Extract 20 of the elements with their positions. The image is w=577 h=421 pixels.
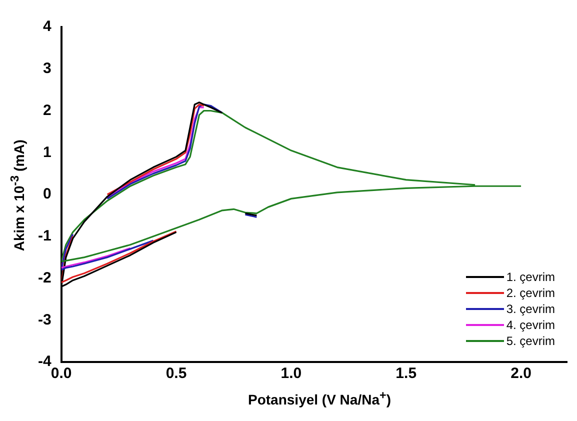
y-tick-label: -3 bbox=[38, 311, 52, 328]
y-tick-label: -2 bbox=[38, 269, 52, 286]
legend-label: 3. çevrim bbox=[506, 302, 555, 316]
y-tick-label: 4 bbox=[42, 18, 52, 36]
y-tick-label: -4 bbox=[38, 353, 52, 370]
y-tick-label: -1 bbox=[38, 228, 52, 245]
x-tick-label: 0.5 bbox=[166, 365, 187, 382]
x-tick-label: 1.0 bbox=[280, 365, 302, 382]
x-tick-label: 1.5 bbox=[396, 365, 417, 382]
y-tick-label: 2 bbox=[42, 102, 52, 119]
y-tick-label: 1 bbox=[42, 144, 52, 161]
x-axis-title: Potansiyel (V Na/Na$^{+}$) bbox=[247, 389, 392, 408]
legend-label: 5. çevrim bbox=[506, 334, 555, 348]
y-tick-label: 3 bbox=[42, 60, 52, 78]
legend-label: 4. çevrim bbox=[506, 318, 555, 332]
x-tick-label: 0.0 bbox=[50, 365, 72, 382]
legend-label: 1. çevrim bbox=[506, 270, 555, 284]
y-tick-label: 0 bbox=[42, 186, 52, 203]
x-tick-label: 2.0 bbox=[510, 365, 532, 382]
legend-label: 2. çevrim bbox=[506, 286, 555, 300]
